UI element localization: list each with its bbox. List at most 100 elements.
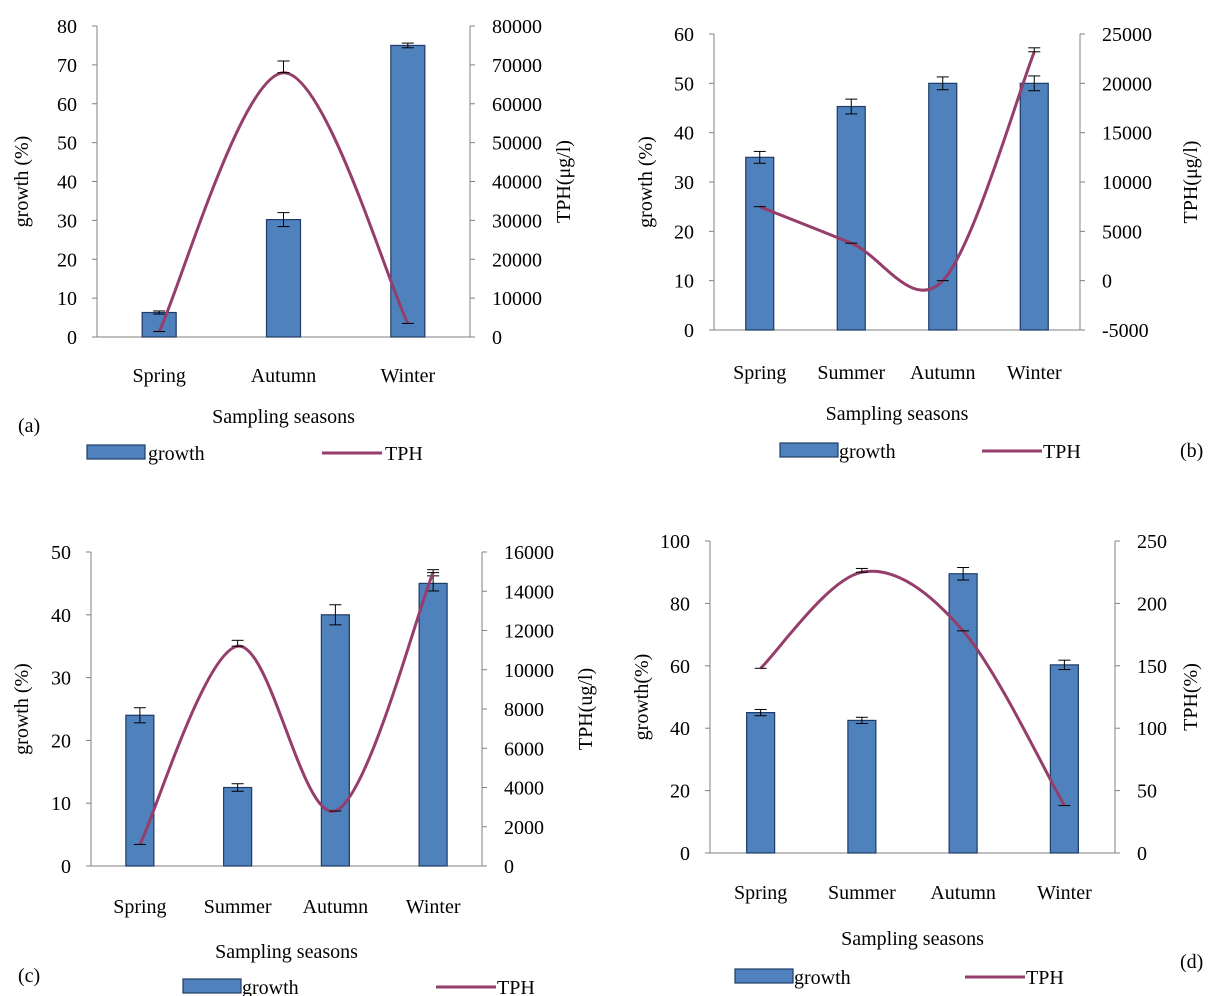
- category-label: Summer: [204, 896, 272, 918]
- growth-bar: [836, 105, 866, 331]
- left-axis-title: growth (%): [635, 136, 657, 228]
- category-label: Winter: [406, 896, 461, 918]
- left-tick-label: 60: [674, 24, 694, 46]
- legend: growth TPH: [779, 441, 1081, 463]
- legend-growth-label: growth: [148, 443, 205, 465]
- x-axis-title: Sampling seasons: [841, 928, 984, 950]
- right-tick-label: 15000: [1102, 123, 1152, 145]
- left-axis-title: growth (%): [11, 663, 33, 755]
- right-axis-title: TPH(μg/l): [553, 140, 575, 223]
- right-tick-label: 200: [1137, 593, 1167, 615]
- right-tick-label: 10000: [504, 660, 554, 682]
- legend-growth-label: growth: [839, 441, 896, 463]
- right-tick-label: 20000: [492, 249, 542, 271]
- growth-bar: [1049, 664, 1079, 854]
- legend: growth TPH: [182, 977, 535, 996]
- left-tick-label: 20: [674, 221, 694, 243]
- growth-bar: [928, 82, 958, 331]
- right-tick-label: 10000: [492, 288, 542, 310]
- left-tick-label: 40: [670, 718, 690, 740]
- left-tick-label: 40: [674, 123, 694, 145]
- left-tick-label: 40: [51, 605, 71, 627]
- left-tick-label: 40: [57, 172, 77, 194]
- growth-bar: [418, 582, 448, 867]
- right-tick-label: 14000: [504, 581, 554, 603]
- legend-tph-label: TPH: [1026, 967, 1064, 989]
- left-tick-label: 0: [684, 320, 694, 342]
- category-label: Winter: [1007, 362, 1062, 384]
- category-label: Summer: [828, 882, 896, 904]
- growth-bar: [847, 719, 877, 854]
- left-tick-label: 30: [674, 172, 694, 194]
- left-tick-label: 20: [57, 249, 77, 271]
- legend-tph-label: TPH: [1043, 441, 1081, 463]
- category-label: Spring: [132, 365, 185, 387]
- legend-growth-label: growth: [242, 977, 299, 996]
- right-axis-title: TPH(ug/l): [575, 668, 597, 750]
- category-label: Autumn: [930, 882, 996, 904]
- legend: growth TPH: [86, 443, 423, 465]
- tph-line: [759, 569, 1066, 807]
- growth-bar: [223, 786, 253, 867]
- chart-panel: 0 20 40 60 80 100 0 50 100 150 200 250 Spring Summer A…: [631, 531, 1203, 989]
- left-tick-label: 10: [674, 271, 694, 293]
- growth-bar: [948, 573, 978, 854]
- chart-panel: 0 10 20 30 40 50 60 -5000 0 5000 10000 15000 20000 25…: [635, 24, 1203, 463]
- x-axis-title: Sampling seasons: [215, 941, 358, 963]
- category-label: Autumn: [910, 362, 976, 384]
- chart-panel: 0 10 20 30 40 50 0 2000 4000 6000 8000 10000 12000 14…: [11, 542, 597, 996]
- left-tick-label: 20: [670, 781, 690, 803]
- left-tick-label: 50: [57, 133, 77, 155]
- growth-bar: [1019, 82, 1049, 331]
- chart-panel: 0 10 20 30 40 50 60 70 80 0 10000 20000 30000 40000 50…: [11, 16, 575, 465]
- right-tick-label: 20000: [1102, 73, 1152, 95]
- right-tick-label: 250: [1137, 531, 1167, 553]
- panel-label: (a): [18, 415, 40, 437]
- panel-label: (c): [18, 965, 40, 987]
- growth-bar: [141, 311, 177, 338]
- category-label: Winter: [1037, 882, 1092, 904]
- legend-growth-swatch: [779, 442, 839, 458]
- right-tick-label: 2000: [504, 817, 544, 839]
- right-tick-label: 100: [1137, 718, 1167, 740]
- right-tick-label: 0: [1102, 271, 1112, 293]
- right-tick-label: 30000: [492, 210, 542, 232]
- x-axis-title: Sampling seasons: [826, 403, 969, 425]
- right-tick-label: 150: [1137, 656, 1167, 678]
- right-tick-label: 80000: [492, 16, 542, 38]
- legend-growth-swatch: [734, 968, 794, 984]
- left-tick-label: 100: [660, 531, 690, 553]
- right-axis-title: TPH(%): [1180, 663, 1202, 731]
- left-tick-label: 50: [674, 73, 694, 95]
- left-tick-label: 30: [57, 210, 77, 232]
- right-tick-label: 50000: [492, 133, 542, 155]
- growth-bar: [390, 44, 426, 338]
- left-tick-label: 60: [57, 94, 77, 116]
- growth-bar: [265, 218, 302, 338]
- right-tick-label: 0: [504, 856, 514, 878]
- right-tick-label: 50: [1137, 781, 1157, 803]
- right-tick-label: 25000: [1102, 24, 1152, 46]
- right-tick-label: 0: [492, 327, 502, 349]
- panel-label: (b): [1180, 440, 1203, 462]
- right-tick-label: 8000: [504, 699, 544, 721]
- right-tick-label: -5000: [1102, 320, 1149, 342]
- right-tick-label: 6000: [504, 738, 544, 760]
- right-tick-label: 10000: [1102, 172, 1152, 194]
- x-axis-title: Sampling seasons: [212, 406, 355, 428]
- left-tick-label: 10: [51, 793, 71, 815]
- left-tick-label: 10: [57, 288, 77, 310]
- left-tick-label: 80: [57, 16, 77, 38]
- category-label: Summer: [817, 362, 885, 384]
- tph-line: [759, 51, 1036, 292]
- category-label: Autumn: [251, 365, 317, 387]
- legend-growth-swatch: [86, 444, 146, 460]
- category-label: Autumn: [303, 896, 369, 918]
- legend: growth TPH: [734, 967, 1064, 989]
- right-axis-title: TPH(μg/l): [1180, 141, 1202, 224]
- right-tick-label: 4000: [504, 778, 544, 800]
- panel-label: (d): [1180, 951, 1203, 973]
- left-tick-label: 70: [57, 55, 77, 77]
- right-tick-label: 70000: [492, 55, 542, 77]
